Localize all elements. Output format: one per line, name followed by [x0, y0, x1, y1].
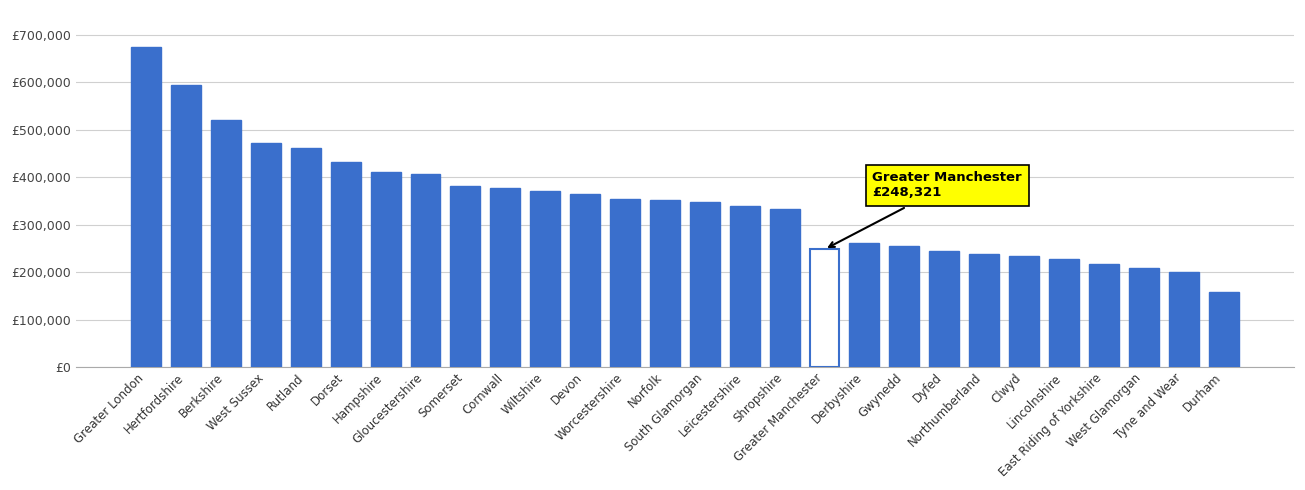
- Bar: [770, 209, 800, 367]
- Bar: [491, 188, 521, 367]
- Bar: [291, 148, 321, 367]
- Bar: [570, 194, 600, 367]
- Bar: [970, 254, 1000, 367]
- Text: Greater Manchester
£248,321: Greater Manchester £248,321: [829, 172, 1022, 247]
- Bar: [809, 249, 839, 367]
- Bar: [132, 47, 161, 367]
- Bar: [211, 121, 241, 367]
- Bar: [1049, 259, 1079, 367]
- Bar: [929, 251, 959, 367]
- Bar: [650, 200, 680, 367]
- Bar: [371, 172, 401, 367]
- Bar: [251, 143, 281, 367]
- Bar: [609, 198, 639, 367]
- Bar: [411, 173, 441, 367]
- Bar: [1088, 264, 1118, 367]
- Bar: [729, 206, 760, 367]
- Bar: [330, 162, 360, 367]
- Bar: [171, 85, 201, 367]
- Bar: [690, 202, 720, 367]
- Bar: [850, 243, 880, 367]
- Bar: [1129, 268, 1159, 367]
- Bar: [890, 246, 919, 367]
- Bar: [1208, 292, 1238, 367]
- Bar: [1169, 272, 1198, 367]
- Bar: [530, 191, 560, 367]
- Bar: [1009, 256, 1039, 367]
- Bar: [450, 186, 480, 367]
